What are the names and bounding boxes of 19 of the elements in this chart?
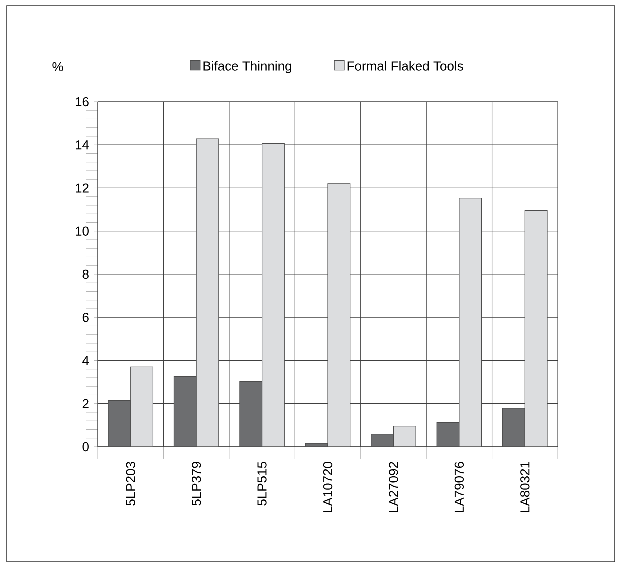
y-tick-label: 4 xyxy=(82,356,90,366)
x-tick-label: LA79076 xyxy=(454,462,464,513)
legend-label: Formal Flaked Tools xyxy=(348,61,464,71)
x-tick-label: LA27092 xyxy=(389,462,398,513)
y-axis-title: % xyxy=(52,62,64,72)
y-tick-label: 2 xyxy=(82,399,89,408)
x-tick-label: LA10720 xyxy=(323,462,333,513)
y-tick-label: 8 xyxy=(82,270,89,280)
y-tick-label: 12 xyxy=(76,184,89,193)
y-tick-label: 10 xyxy=(76,226,89,236)
x-tick-label: LA80321 xyxy=(520,462,530,513)
x-tick-label: 5LP515 xyxy=(258,462,267,506)
x-tick-label: 5LP203 xyxy=(126,462,136,506)
x-tick-label: 5LP379 xyxy=(192,462,202,506)
y-tick-label: 6 xyxy=(82,313,89,322)
y-tick-label: 0 xyxy=(82,442,89,452)
y-tick-label: 16 xyxy=(76,97,89,107)
legend-label: Biface Thinning xyxy=(204,61,292,74)
y-tick-label: 14 xyxy=(76,140,90,150)
